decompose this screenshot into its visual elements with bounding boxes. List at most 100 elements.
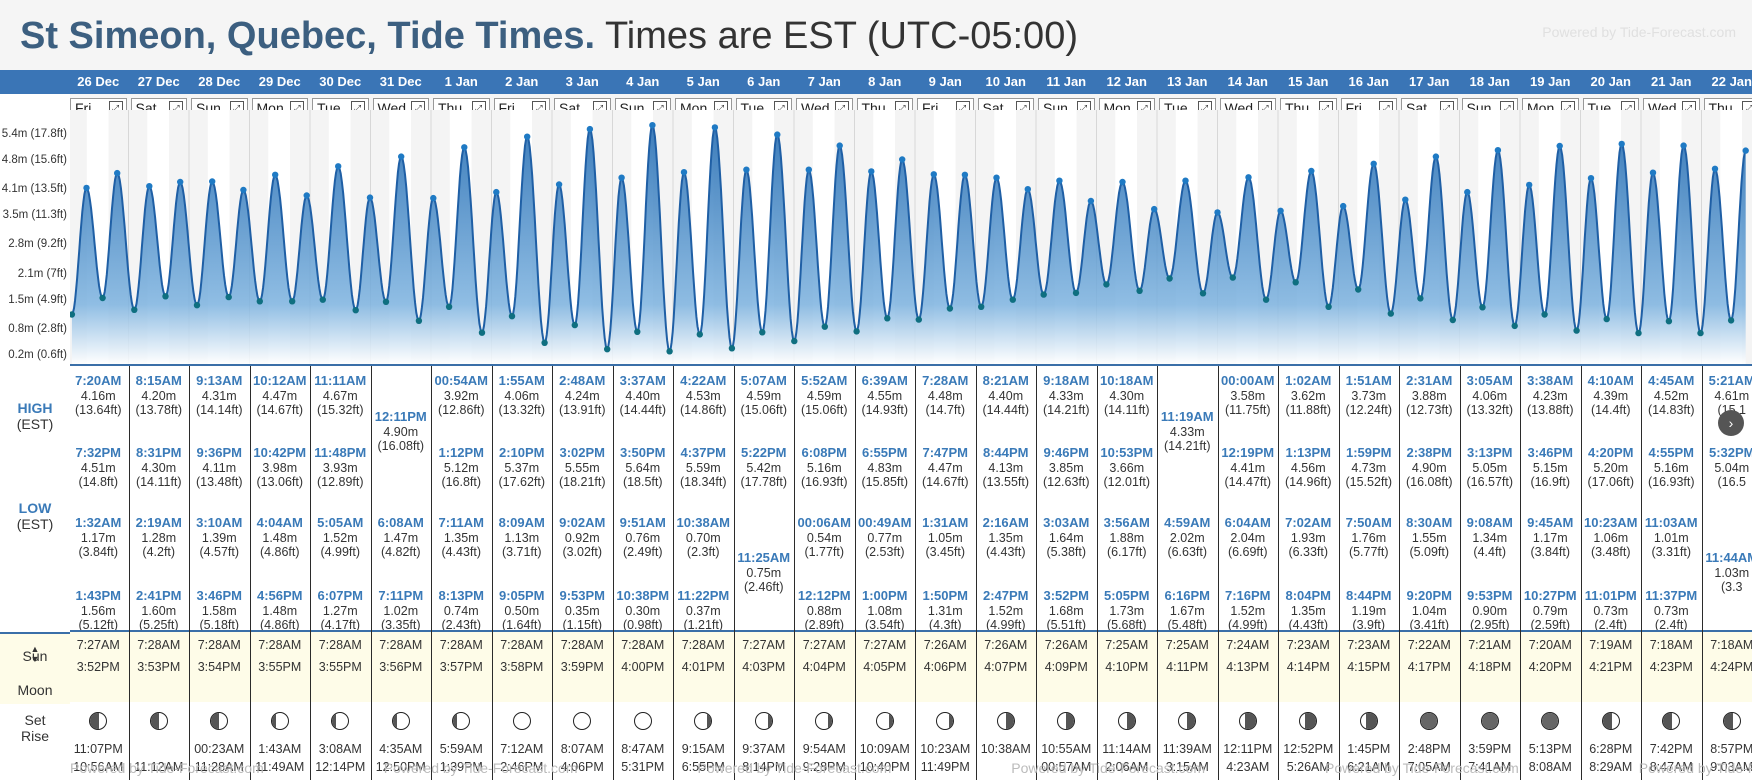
moon-phase-icon: [1359, 712, 1378, 730]
height-m: 1.52m: [322, 530, 358, 545]
sunset-time: 4:00PM: [621, 660, 665, 674]
height-ft: (3.9ft): [1352, 618, 1386, 632]
high-tide-2: 10:42PM 3.98m (13.06ft): [250, 445, 311, 490]
moon-shadow: [392, 713, 397, 729]
height-m: 5.55m: [564, 460, 600, 475]
day-date-header: 20 Jan: [1580, 70, 1641, 94]
day-column: 21 Jan Wed ⤢ 4:45AM 4.52m (14.83ft) 4:55PM 5.16…: [1641, 70, 1702, 780]
day-tide-table: 4:10AM 4.39m (14.4ft) 4:20PM 5.20m (17.06ft) 1…: [1580, 366, 1641, 632]
height-m: 1.35m: [443, 530, 479, 545]
time: 3:52PM: [1043, 588, 1090, 603]
day-column: 3 Jan Sat ⤢ 2:48AM 4.24m (13.91ft) 3:02PM 5.55m…: [552, 70, 613, 780]
moon-shadow: [150, 713, 159, 729]
moon-phase-icon: [331, 712, 350, 730]
powered-by-footer-text: Powered by Tide-Forecast.com: [1011, 760, 1205, 776]
sun-label-cell: ▲ ▼ Sun: [0, 632, 70, 704]
low-tide-1: 10:38AM 0.70m (2.3ft): [673, 515, 734, 560]
sunrise-time: 7:20AM: [1528, 638, 1572, 652]
sunrise-time: 7:28AM: [560, 638, 604, 652]
scroll-right-button[interactable]: ›: [1718, 410, 1744, 436]
height-m: 4.48m: [927, 388, 963, 403]
moon-phase-icon: [754, 712, 773, 730]
height-ft: (4.3ft): [928, 618, 962, 632]
height-m: 1.55m: [1411, 530, 1447, 545]
moon-phase-icon: [996, 712, 1015, 730]
low-tide-1: 1:32AM 1.17m (3.84ft): [68, 515, 129, 560]
low-tide-1: 7:02AM 1.93m (6.33ft): [1278, 515, 1339, 560]
high-tide-point: [774, 131, 781, 138]
time: 11:44AM: [1705, 550, 1752, 565]
height-m: 4.90m: [383, 424, 419, 439]
height-m: 3.93m: [322, 460, 358, 475]
moon-cell: 10:09AM 10:40PM: [854, 702, 915, 780]
high-tide-point: [961, 171, 969, 178]
sun-cell: 7:25AM 4:11PM: [1157, 630, 1218, 704]
low-tide-2: 10:27PM 0.79m (2.59ft): [1520, 588, 1581, 633]
moon-shadow: [1365, 713, 1377, 729]
moon-shadow: [707, 713, 712, 729]
low-tide-1: 5:05AM 1.52m (4.99ft): [310, 515, 371, 560]
height-ft: (3.48ft): [1590, 545, 1631, 559]
height-ft: (15.52ft): [1345, 475, 1393, 489]
height-m: 1.56m: [80, 603, 116, 618]
low-tide-point: [978, 303, 985, 310]
high-tide-point: [1056, 177, 1063, 184]
tide-extreme-points: [68, 122, 1749, 355]
height-ft: (14.21ft): [1163, 439, 1211, 453]
high-tide-1: 9:18AM 4.33m (14.21ft): [1036, 373, 1097, 418]
high-tide-1: 5:07AM 4.59m (15.06ft): [734, 373, 795, 418]
time: 9:08AM: [1466, 515, 1513, 530]
height-m: 4.31m: [201, 388, 237, 403]
low-tide-2: 2:41PM 1.60m (5.25ft): [129, 588, 190, 633]
sunrise-time: 7:25AM: [1105, 638, 1149, 652]
moon-shadow: [332, 713, 337, 729]
height-ft: (14.7ft): [925, 403, 966, 417]
moon-phase-icon: [1178, 712, 1197, 730]
low-tide-point: [1541, 311, 1548, 318]
sunset-time: 4:11PM: [1166, 660, 1209, 674]
height-ft: (3.3: [1720, 580, 1743, 594]
day-tide-table: 10:18AM 4.30m (14.11ft) 10:53PM 3.66m (12.01f…: [1096, 366, 1157, 632]
moon-phase-icon: [936, 712, 955, 730]
sunset-time: 4:14PM: [1286, 660, 1330, 674]
tide-area: [71, 125, 1746, 364]
height-m: 4.13m: [988, 460, 1024, 475]
height-ft: (14.21ft): [1042, 403, 1090, 417]
time: 11:25AM: [737, 550, 791, 565]
time: 6:07PM: [317, 588, 364, 603]
high-tide-point: [1432, 153, 1440, 160]
moonset-time: 3:08AM: [318, 742, 362, 756]
time: 3:46PM: [196, 588, 243, 603]
moonset-time: 4:35AM: [379, 742, 423, 756]
time: 2:19AM: [135, 515, 182, 530]
height-ft: (12.89ft): [316, 475, 364, 489]
moon-phase-icon: [1299, 712, 1318, 730]
moon-cell: 11:07PM 10:56AM: [68, 702, 129, 780]
height-m: 4.30m: [141, 460, 177, 475]
sunrise-time: 7:23AM: [1286, 638, 1330, 652]
height-ft: (4.99ft): [985, 618, 1026, 632]
height-m: 0.90m: [1472, 603, 1508, 618]
column-divider: [854, 366, 856, 780]
high-tide-point: [1024, 186, 1032, 193]
height-ft: (13.88ft): [1526, 403, 1574, 417]
sunset-time: 3:58PM: [500, 660, 544, 674]
height-ft: (4.99ft): [320, 545, 361, 559]
height-ft: (4.82ft): [380, 545, 421, 559]
day-column: 7 Jan Wed ⤢ 5:52AM 4.59m (15.06ft) 6:08PM 5.16m…: [794, 70, 855, 780]
height-ft: (5.12ft): [78, 618, 119, 632]
high-tide-point: [335, 163, 342, 170]
height-ft: (12.01ft): [1103, 475, 1151, 489]
height-ft: (3.35ft): [380, 618, 421, 632]
time: 9:46PM: [1043, 445, 1090, 460]
day-date-header: 31 Dec: [370, 70, 431, 94]
tide-table: 5.4m (17.8ft) 4.8m (15.6ft) 4.1m (13.5ft) 3…: [0, 70, 1752, 780]
moonrise-time: 12:14PM: [315, 760, 366, 774]
high-tide-1: 8:21AM 4.40m (14.44ft): [976, 373, 1037, 418]
height-ft: (12.73ft): [1405, 403, 1453, 417]
low-tide-2: 8:13PM 0.74m (2.43ft): [431, 588, 492, 633]
moon-shadow: [1305, 713, 1317, 729]
moon-cell: 5:59AM 1:39PM: [431, 702, 492, 780]
column-divider: [1217, 366, 1219, 780]
time: 9:45AM: [1527, 515, 1574, 530]
